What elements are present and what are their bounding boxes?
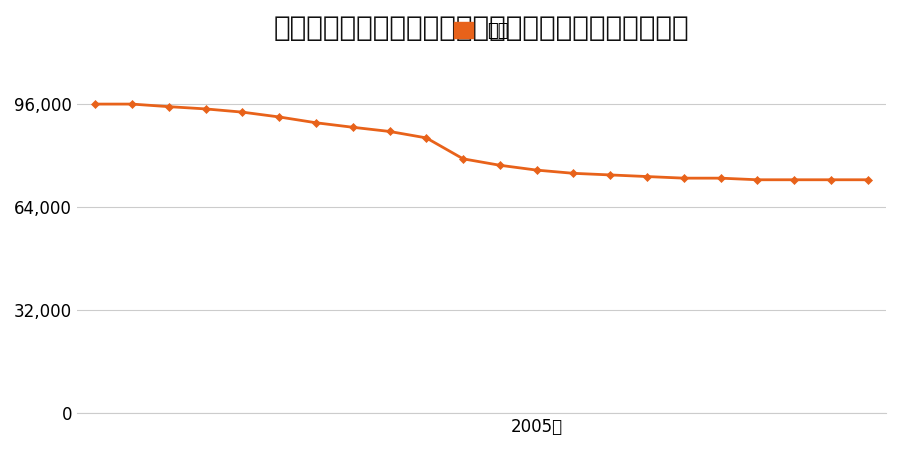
Legend: 価格: 価格 — [447, 15, 516, 47]
Title: 愛知県額田郡幸田町大字深溝字会下後３３番の地価推移: 愛知県額田郡幸田町大字深溝字会下後３３番の地価推移 — [274, 14, 689, 42]
